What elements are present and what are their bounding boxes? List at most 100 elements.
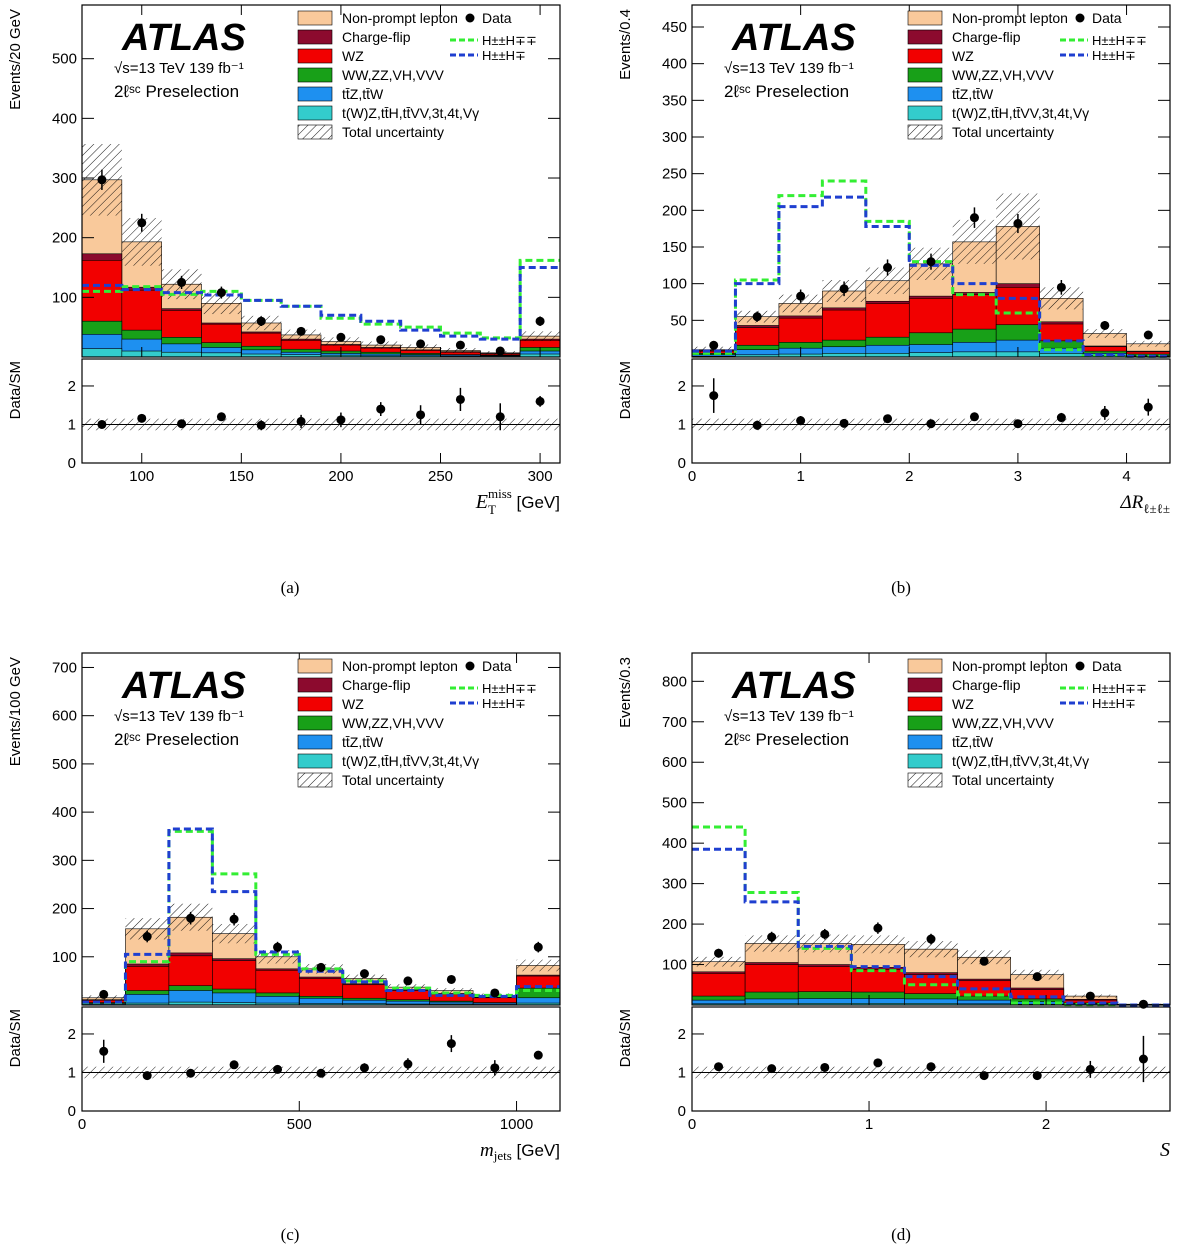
data-point (839, 284, 849, 294)
ratio-point (359, 1063, 369, 1073)
data-point (535, 316, 545, 326)
ratio-point (752, 420, 762, 430)
legend-swatch-diboson (297, 67, 333, 83)
legend-label-data: Data (482, 658, 512, 674)
ratio-y-tick-label: 2 (678, 378, 686, 395)
ratio-y-tick-label: 2 (678, 1026, 686, 1043)
uncertainty-band (212, 923, 256, 944)
ratio-y-tick-label: 1 (678, 1064, 686, 1081)
x-tick-label: 2 (905, 468, 913, 485)
signal-hpmhm-line (692, 847, 1170, 1007)
energy-lumi-label: √s=13 TeV 139 fb⁻¹ (114, 60, 244, 77)
y-tick-label: 400 (662, 835, 687, 852)
chart-panel-1: 100 200 300 400 500 Events/20 GeV ATLAS√s=13 T… (7, 4, 561, 597)
data-point (969, 213, 979, 223)
legend-label-hpmhm: H±±H∓ (1092, 696, 1136, 711)
ratio-point (714, 1062, 724, 1072)
y-tick-label: 200 (662, 202, 687, 219)
legend-label-data: Data (1092, 658, 1122, 674)
x-axis-label: ΔRℓ±ℓ± (1120, 492, 1171, 516)
x-tick-label: 2 (1042, 1116, 1050, 1133)
data-point (336, 332, 346, 342)
ratio-panel: 0 1 2 Data/SM 0 1 2 (617, 1006, 1171, 1133)
ratio-point (186, 1068, 196, 1078)
atlas-label: ATLAS (731, 665, 856, 707)
y-tick-label: 600 (662, 754, 687, 771)
ratio-point (1013, 419, 1023, 429)
legend-label-chargeflip: Charge-flip (342, 29, 411, 45)
legend-label-chargeflip: Charge-flip (952, 29, 1021, 45)
x-axis-label: S (1160, 1139, 1170, 1161)
ratio-point (979, 1071, 989, 1081)
y-tick-label: 300 (52, 170, 77, 187)
bar-rare (952, 351, 997, 358)
y-tick-label: 300 (662, 876, 687, 893)
ratio-point (926, 1062, 936, 1072)
legend-swatch-unc (907, 772, 943, 788)
legend-label-rare: t(W)Z,tt̄H,tt̄VV,3t,4t,Vγ (952, 105, 1089, 121)
ratio-point (535, 396, 545, 406)
y-tick-label: 400 (52, 804, 77, 821)
ratio-y-tick-label: 1 (678, 416, 686, 433)
energy-lumi-label: √s=13 TeV 139 fb⁻¹ (724, 708, 854, 725)
bar-rare (908, 352, 954, 358)
x-tick-label: 150 (229, 468, 254, 485)
data-point (137, 218, 147, 228)
legend-label-hpphmm: H±±H∓∓ (482, 681, 537, 696)
ratio-point (416, 410, 426, 420)
y-tick-label: 100 (662, 276, 687, 293)
region-label: 2ℓˢᶜ Preselection (724, 82, 849, 101)
ratio-y-axis-label: Data/SM (7, 1009, 24, 1067)
y-tick-label: 300 (662, 129, 687, 146)
energy-lumi-label: √s=13 TeV 139 fb⁻¹ (724, 60, 854, 77)
legend-label-ttv: tt̄Z,tt̄W (952, 734, 994, 750)
data-point (752, 312, 762, 322)
ratio-y-tick-label: 1 (68, 416, 76, 433)
uncertainty-band (342, 974, 387, 983)
data-point (767, 932, 777, 942)
ratio-point (1100, 408, 1110, 418)
legend-swatch-rare (297, 753, 333, 769)
x-tick-label: 0 (688, 1116, 696, 1133)
ratio-y-tick-label: 0 (678, 455, 686, 472)
uncertainty-band (1083, 329, 1127, 338)
ratio-point (796, 416, 806, 426)
legend-data-marker (465, 661, 475, 671)
ratio-point (820, 1062, 830, 1072)
uncertainty-band (360, 341, 401, 349)
data-point (99, 989, 109, 999)
ratio-y-axis-label: Data/SM (7, 361, 24, 419)
y-axis-label: Events/100 GeV (7, 657, 24, 766)
data-point (446, 974, 456, 984)
uncertainty-band (429, 988, 474, 993)
ratio-point (229, 1060, 239, 1070)
legend-label-rare: t(W)Z,tt̄H,tt̄VV,3t,4t,Vγ (342, 753, 479, 769)
legend-data-marker (1075, 13, 1085, 23)
ratio-point (1056, 413, 1066, 423)
ratio-frame (81, 358, 561, 464)
data-point (376, 335, 386, 345)
legend-label-hpphmm: H±±H∓∓ (1092, 33, 1147, 48)
legend-label-wz: WZ (952, 48, 974, 64)
legend-label-diboson: WW,ZZ,VH,VVV (342, 67, 445, 83)
legend-label-diboson: WW,ZZ,VH,VVV (342, 715, 445, 731)
data-point (177, 277, 187, 287)
legend-label-data: Data (1092, 10, 1122, 26)
legend-swatch-diboson (907, 715, 943, 731)
legend-label-hpphmm: H±±H∓∓ (1092, 681, 1147, 696)
uncertainty-band (516, 959, 560, 972)
legend-label-diboson: WW,ZZ,VH,VVV (952, 67, 1055, 83)
ratio-point (455, 394, 465, 404)
legend-label-hpmhm: H±±H∓ (482, 696, 526, 711)
x-tick-label: 0 (688, 468, 696, 485)
ratio-panel: 0 1 2 Data/SM 0 1 2 3 4 (617, 358, 1171, 485)
legend-swatch-chargeflip (907, 29, 943, 45)
x-tick-label: 250 (428, 468, 453, 485)
bar-rare (201, 352, 242, 358)
uncertainty-band (851, 935, 905, 954)
data-point (533, 942, 543, 952)
panel-caption: (b) (891, 578, 911, 597)
